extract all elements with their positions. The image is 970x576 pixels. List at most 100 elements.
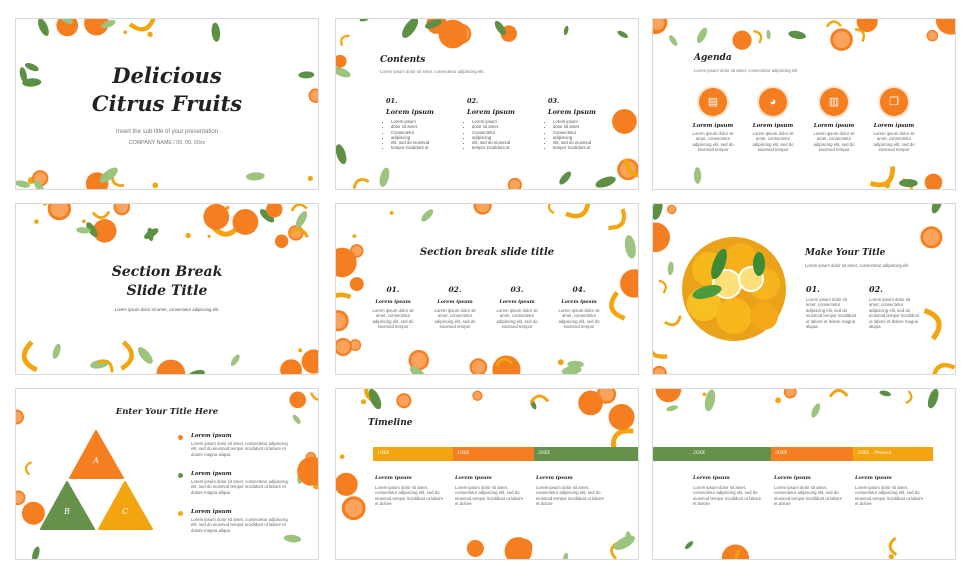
slide-thumbnail-timeline-continued[interactable]: 20XX 20XX 20XX – Present Lorem ipsum Lor…: [652, 388, 956, 560]
peel-icon: [495, 357, 513, 367]
dot-icon: [307, 175, 313, 182]
bullet-item: dolor sit amet,: [391, 124, 429, 129]
leaf-icon: [245, 172, 265, 181]
timeline-period: 20XX – Present: [853, 447, 933, 461]
leaf-icon: [90, 359, 110, 369]
leaf-icon: [259, 209, 275, 223]
item-text: Lorem ipsum dolor sit amet, consectetur …: [806, 297, 857, 330]
item-text: Lorem ipsum dolor sit amet, consectetur …: [455, 485, 524, 507]
leaf-icon: [693, 167, 702, 184]
peel-icon: [529, 394, 550, 404]
slide-thumbnail-contents[interactable]: Contents Lorem ipsum dolor sit amet, con…: [335, 18, 639, 190]
agenda-text: Lorem ipsum dolor sit amet, consectetur …: [873, 131, 915, 153]
orange-slice-icon: [336, 310, 349, 332]
oranges-photo: [682, 237, 786, 341]
item-text: Lorem ipsum dolor sit amet, consectetur …: [774, 485, 843, 507]
timeline-period: 20XX: [771, 447, 853, 461]
orange-slice-icon: [830, 28, 853, 51]
citrus-decoration: [653, 389, 955, 559]
column-number: 01.: [386, 97, 398, 105]
citrus-decoration: [336, 389, 638, 559]
triangle-a: [69, 430, 124, 479]
leaf-icon: [559, 171, 572, 185]
tangerine-icon: [92, 219, 117, 243]
item-heading: Lorem ipsum: [774, 475, 811, 481]
bullet-item: tempor incididunt ut: [472, 145, 510, 150]
citrus-decoration: [336, 19, 638, 189]
bullet-item: dolor sit amet,: [553, 124, 591, 129]
orange-slice-icon: [920, 226, 943, 249]
item-number: 02.: [869, 284, 883, 294]
leaf-icon: [37, 19, 49, 36]
slide-thumbnail-section-break[interactable]: Section Break Slide Title Lorem ipsum do…: [15, 203, 319, 375]
dot-icon: [775, 397, 781, 404]
item-heading: Lorem ipsum: [437, 299, 473, 305]
peel-icon: [610, 540, 620, 559]
bullet-item: Consectetur: [472, 130, 510, 135]
slide-thumbnail-section-four[interactable]: Section break slide title 01. Lorem ipsu…: [335, 203, 639, 375]
tangerine-icon: [620, 269, 638, 298]
leaf-icon: [669, 35, 678, 46]
orange-slice-icon: [617, 158, 638, 181]
bullet-item: adipiscing: [553, 135, 591, 140]
orange-slice-icon: [653, 19, 668, 35]
tangerine-icon: [336, 54, 347, 68]
timeline-period: 19XX: [373, 447, 453, 461]
leaf-icon: [879, 390, 891, 397]
dot-icon: [305, 463, 312, 470]
peel-icon: [753, 29, 763, 44]
peel-icon: [623, 158, 638, 178]
leaf-icon: [667, 261, 674, 276]
leaf-icon: [230, 354, 240, 366]
slide-title: Section break slide title: [419, 247, 555, 258]
dot-icon: [123, 30, 128, 35]
item-heading: Lorem ipsum: [499, 299, 535, 305]
peel-icon: [565, 204, 591, 219]
orange-slice-icon: [507, 177, 522, 189]
peel-icon: [923, 308, 942, 341]
peel-icon: [547, 204, 555, 215]
leaf-icon: [379, 167, 390, 187]
tangerine-icon: [612, 109, 637, 134]
peel-icon: [653, 338, 668, 359]
slide-title-line1: Section Break: [111, 264, 223, 280]
peel-icon: [609, 291, 626, 321]
orange-slice-icon: [666, 204, 677, 215]
agenda-heading: Lorem ipsum: [752, 123, 794, 129]
leaf-icon: [211, 22, 221, 42]
leaf-icon: [567, 360, 584, 368]
dot-icon: [702, 392, 707, 397]
peel-icon: [734, 549, 747, 559]
peel-icon: [608, 208, 627, 230]
bullet-item: Lorem ipsum: [553, 119, 591, 124]
peel-icon: [300, 461, 318, 490]
slide-thumbnail-agenda[interactable]: Agenda Lorem ipsum dolor sit amet, conse…: [652, 18, 956, 190]
slide-thumbnail-triangles[interactable]: Enter Your Title Here A B C Lorem ipsum …: [15, 388, 319, 560]
column-number: 02.: [467, 97, 479, 105]
bullet-item: dolor sit amet,: [472, 124, 510, 129]
slide-thumbnail-title[interactable]: Delicious Citrus Fruits Insert the sub t…: [15, 18, 319, 190]
orange-slice-icon: [469, 358, 488, 374]
tangerine-icon: [466, 539, 484, 558]
orange-slice-icon: [472, 390, 483, 401]
peel-icon: [352, 178, 370, 189]
leaf-icon: [99, 167, 118, 183]
bar-chart-icon: ▥: [820, 88, 848, 116]
dot-icon: [152, 182, 159, 189]
bullet-item: elit, sed do eiusmod: [553, 140, 591, 145]
tangerine-icon: [336, 472, 358, 496]
dot-icon: [207, 234, 211, 239]
bullet-item: tempor incididunt ut: [391, 145, 429, 150]
leaf-icon: [653, 204, 663, 220]
peel-icon: [869, 166, 896, 188]
slide-title-line2: Citrus Fruits: [91, 91, 243, 116]
slide-thumbnail-timeline[interactable]: Timeline 19XX 19XX 20XX Lorem ipsum Lore…: [335, 388, 639, 560]
tangerine-icon: [935, 19, 955, 35]
tangerine-icon: [516, 538, 533, 555]
item-heading: Lorem ipsum: [455, 475, 492, 481]
leaf-icon: [927, 389, 939, 409]
leaf-icon: [617, 30, 628, 38]
company-date: COMPANY NAME / 00. 00. 20xx: [128, 140, 206, 146]
slide-thumbnail-make-title[interactable]: Make Your Title Lorem ipsum dolor sit am…: [652, 203, 956, 375]
item-heading: Lorem ipsum: [375, 475, 412, 481]
